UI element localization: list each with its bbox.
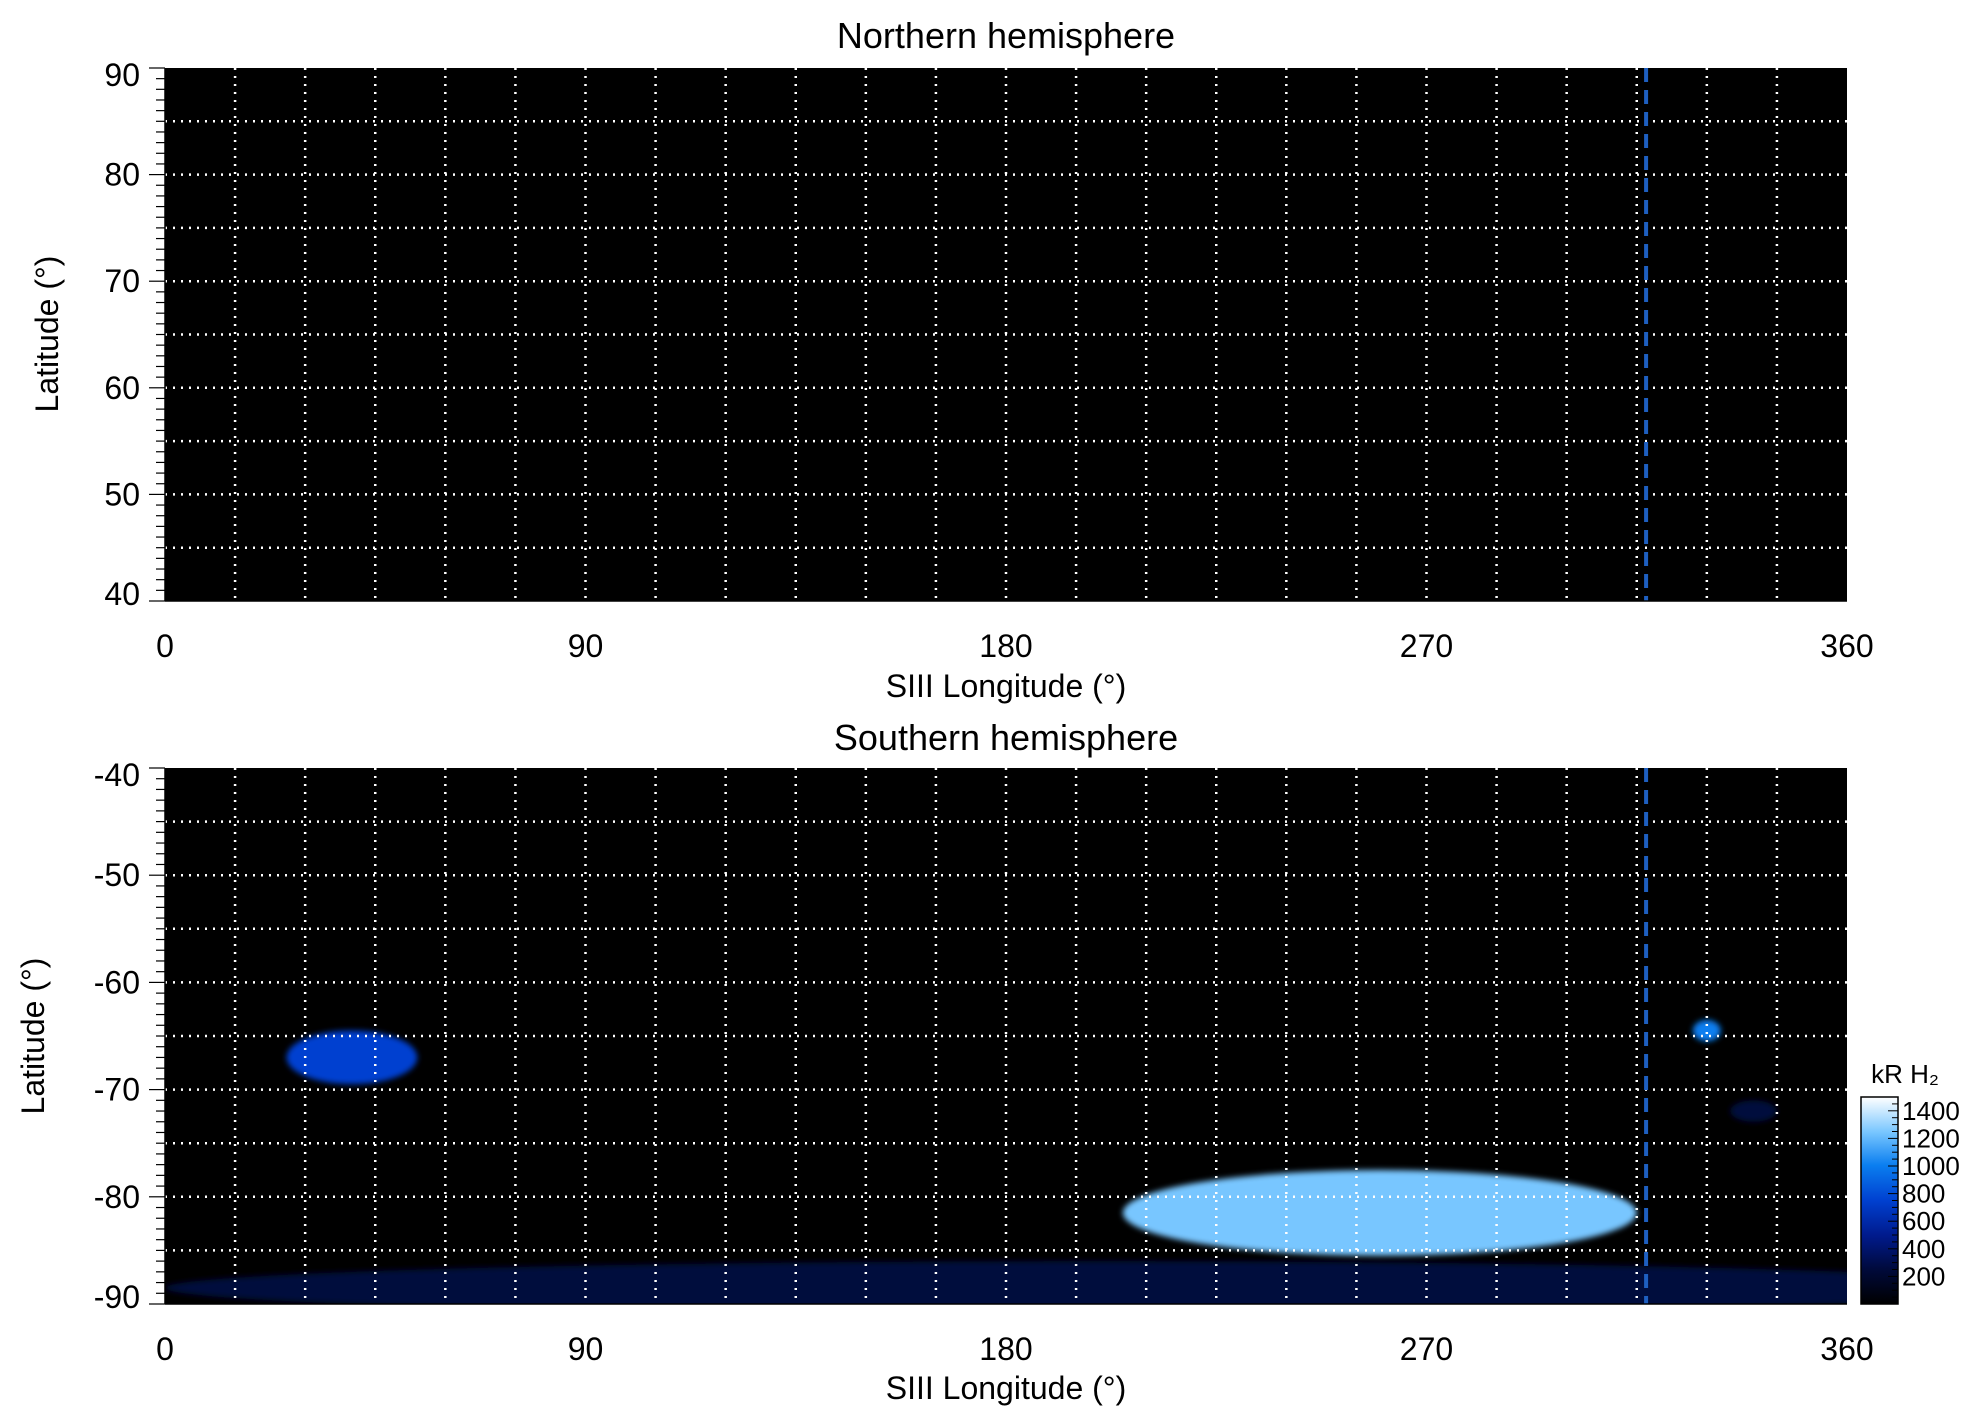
colorbar-tick-label: 1000 [1902,1151,1960,1181]
emission-layer [165,1019,1847,1304]
y-tick-label: 70 [104,263,140,299]
x-tick-label: 360 [1820,628,1873,664]
northern-panel: Northern hemisphere 40 50 60 70 80 90 0 90 180 2… [29,15,1874,704]
y-tick-label: 80 [104,157,140,193]
colorbar-tick-label: 800 [1902,1179,1945,1209]
colorbar-tick-label: 400 [1902,1234,1945,1264]
y-tick-label: 60 [104,370,140,406]
x-tick-label: 90 [568,628,604,664]
x-tick-label: 180 [979,1331,1032,1367]
y-tick-label: -50 [94,857,140,893]
y-tick-label: -60 [94,964,140,1000]
colorbar-label: kR H₂ [1871,1059,1939,1089]
colorbar-tick-label: 1400 [1902,1096,1960,1126]
grid-lines [165,768,1847,1304]
y-axis-label: Latitude (°) [15,958,51,1115]
emission-region [165,1261,1847,1304]
emission-region [1122,1170,1637,1256]
x-ticks: 0 90 180 270 360 [156,600,1874,664]
y-tick-label: -70 [94,1072,140,1108]
y-tick-label: -80 [94,1179,140,1215]
emission-region [286,1030,418,1085]
colorbar-gradient [1860,1096,1899,1305]
y-ticks: -90 -80 -70 -60 -50 -40 [94,757,166,1315]
x-axis-label: SIII Longitude (°) [886,1370,1126,1406]
y-tick-label: 50 [104,476,140,512]
x-tick-label: 360 [1820,1331,1873,1367]
x-tick-label: 270 [1400,1331,1453,1367]
x-tick-label: 90 [568,1331,604,1367]
y-tick-label: -40 [94,757,140,793]
x-ticks: 0 90 180 270 360 [156,1303,1874,1367]
y-tick-label: 40 [104,576,140,612]
x-axis-label: SIII Longitude (°) [886,668,1126,704]
y-tick-label: -90 [94,1279,140,1315]
y-ticks: 40 50 60 70 80 90 [104,57,166,612]
x-tick-label: 0 [156,628,174,664]
y-tick-label: 90 [104,57,140,93]
x-tick-label: 270 [1400,628,1453,664]
emission-region [1692,1019,1721,1042]
emission-region [1730,1100,1777,1122]
chart-title: Northern hemisphere [837,15,1175,56]
y-axis-label: Latitude (°) [29,256,65,413]
grid-lines [165,68,1847,601]
chart-title: Southern hemisphere [834,717,1178,758]
x-tick-label: 0 [156,1331,174,1367]
colorbar-tick-label: 600 [1902,1206,1945,1236]
southern-panel: Southern hemisphere -90 -80 -70 -60 -50 -40 0… [15,717,1874,1406]
x-tick-label: 180 [979,628,1032,664]
colorbar-tick-label: 200 [1902,1261,1945,1291]
colorbar-tick-label: 1200 [1902,1123,1960,1153]
